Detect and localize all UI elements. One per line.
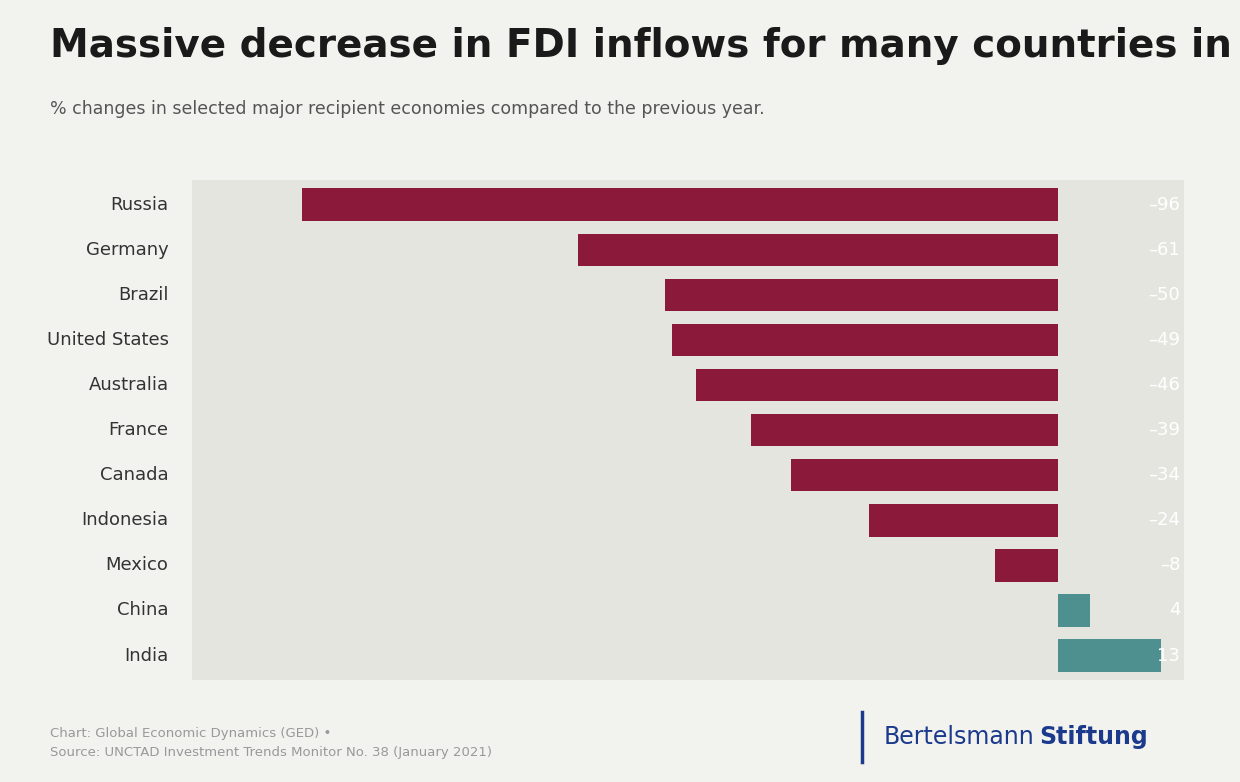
Text: Mexico: Mexico: [105, 556, 169, 574]
Bar: [192, 357, 1184, 413]
Text: 13: 13: [1157, 647, 1180, 665]
Text: Massive decrease in FDI inflows for many countries in 2020: Massive decrease in FDI inflows for many…: [50, 27, 1240, 66]
Bar: [869, 504, 1058, 536]
Text: Bertelsmann: Bertelsmann: [884, 726, 1035, 749]
Text: Indonesia: Indonesia: [82, 511, 169, 529]
Text: United States: United States: [47, 331, 169, 349]
Text: Chart: Global Economic Dynamics (GED) •
Source: UNCTAD Investment Trends Monitor: Chart: Global Economic Dynamics (GED) • …: [50, 727, 491, 759]
Bar: [751, 414, 1058, 447]
Text: –8: –8: [1159, 556, 1180, 574]
Bar: [303, 188, 1058, 221]
Text: –49: –49: [1148, 331, 1180, 349]
Text: France: France: [109, 421, 169, 439]
Bar: [578, 234, 1058, 266]
Bar: [192, 222, 1184, 278]
Text: India: India: [124, 647, 169, 665]
Bar: [996, 549, 1058, 582]
Bar: [1058, 640, 1161, 672]
Bar: [192, 177, 1184, 232]
Bar: [192, 312, 1184, 368]
Text: –61: –61: [1148, 241, 1180, 259]
Bar: [192, 267, 1184, 322]
Text: Germany: Germany: [86, 241, 169, 259]
Text: 4: 4: [1169, 601, 1180, 619]
Text: –39: –39: [1148, 421, 1180, 439]
Text: –50: –50: [1148, 286, 1180, 304]
Bar: [192, 403, 1184, 457]
Text: Canada: Canada: [100, 466, 169, 484]
Text: Brazil: Brazil: [118, 286, 169, 304]
Bar: [791, 459, 1058, 491]
Text: –34: –34: [1148, 466, 1180, 484]
Bar: [672, 324, 1058, 356]
Bar: [192, 493, 1184, 548]
Text: –46: –46: [1148, 376, 1180, 394]
Bar: [192, 628, 1184, 683]
Text: –24: –24: [1148, 511, 1180, 529]
Text: Australia: Australia: [88, 376, 169, 394]
Text: % changes in selected major recipient economies compared to the previous year.: % changes in selected major recipient ec…: [50, 100, 764, 118]
Text: Russia: Russia: [110, 196, 169, 213]
Bar: [192, 447, 1184, 503]
Text: China: China: [117, 601, 169, 619]
Bar: [192, 538, 1184, 593]
Bar: [665, 278, 1058, 311]
Text: –96: –96: [1148, 196, 1180, 213]
Bar: [1058, 594, 1090, 626]
Bar: [696, 369, 1058, 401]
Text: Stiftung: Stiftung: [1039, 726, 1148, 749]
Bar: [192, 583, 1184, 638]
